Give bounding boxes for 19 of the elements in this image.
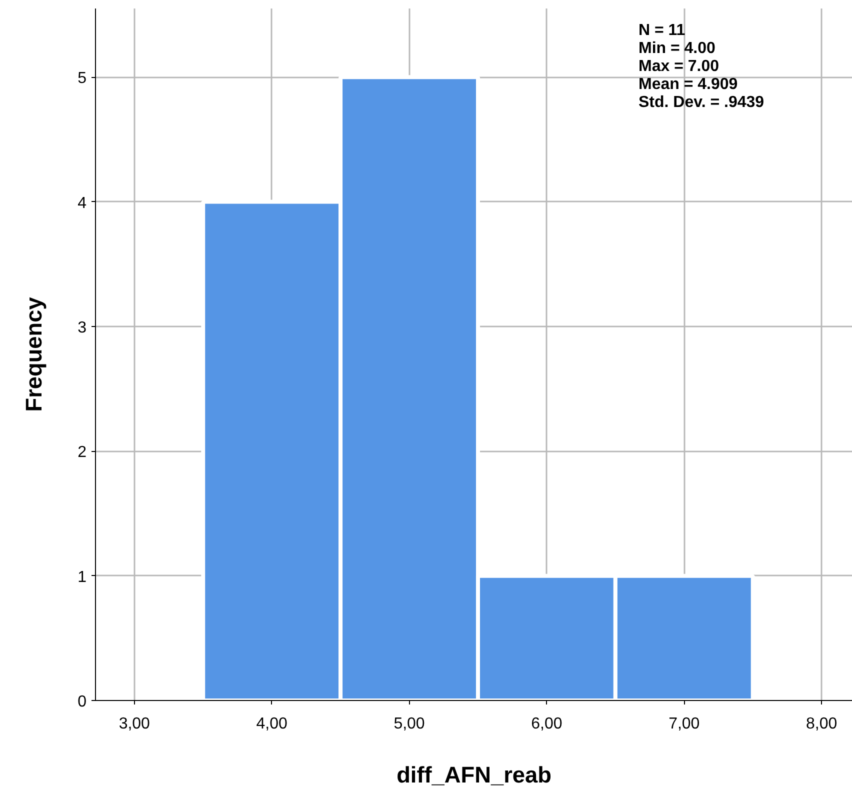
x-tick-label: 6,00 xyxy=(531,716,562,732)
x-tick-label: 4,00 xyxy=(256,716,288,732)
y-tick-label: 5 xyxy=(78,70,87,88)
annotation: Mean = 4.909 xyxy=(638,76,738,93)
annotation: N = 11 xyxy=(638,22,686,39)
y-tick-label: 4 xyxy=(78,194,87,212)
y-tick-label: 0 xyxy=(78,694,87,710)
y-tick-label: 2 xyxy=(78,444,87,462)
x-axis-title: diff_AFN_reab xyxy=(396,762,552,788)
annotation: Min = 4.00 xyxy=(638,40,716,57)
x-tick-label: 7,00 xyxy=(668,716,700,732)
x-tick-label: 3,00 xyxy=(118,716,150,732)
y-tick-label: 1 xyxy=(78,568,87,586)
y-tick-label: 3 xyxy=(78,319,87,336)
x-tick-label: 5,00 xyxy=(394,716,425,732)
annotation: Std. Dev. = .9439 xyxy=(638,94,764,111)
annotation: Max = 7.00 xyxy=(638,58,720,75)
y-axis-title: Frequency xyxy=(20,296,47,412)
x-tick-label: 8,00 xyxy=(806,716,838,732)
